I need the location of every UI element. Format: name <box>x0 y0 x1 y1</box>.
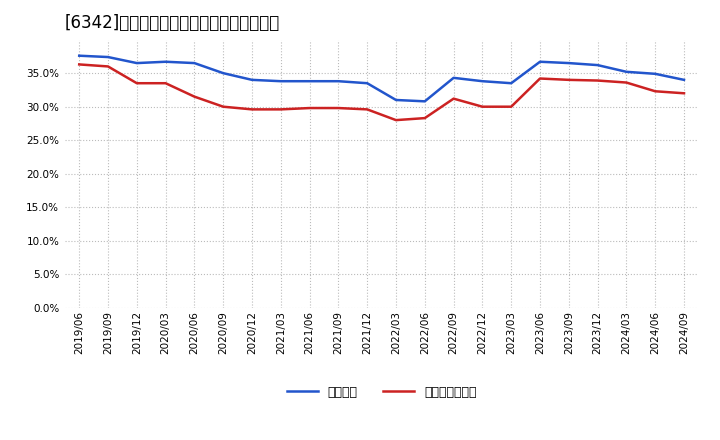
固定比率 <box>75 53 84 59</box>
固定比率 <box>219 70 228 76</box>
固定長期適合率 <box>420 115 429 121</box>
Line: 固定比率: 固定比率 <box>79 56 684 101</box>
Line: 固定長期適合率: 固定長期適合率 <box>79 64 684 120</box>
固定比率 <box>190 60 199 66</box>
固定比率 <box>651 71 660 77</box>
固定長期適合率 <box>622 80 631 85</box>
固定長期適合率 <box>651 88 660 94</box>
固定長期適合率 <box>75 62 84 67</box>
固定長期適合率 <box>507 104 516 109</box>
固定長期適合率 <box>104 64 112 69</box>
固定比率 <box>449 75 458 81</box>
固定長期適合率 <box>190 94 199 99</box>
固定長期適合率 <box>248 107 256 112</box>
固定長期適合率 <box>392 117 400 123</box>
固定比率 <box>392 97 400 103</box>
固定比率 <box>420 99 429 104</box>
固定比率 <box>161 59 170 64</box>
固定比率 <box>507 81 516 86</box>
固定比率 <box>104 55 112 60</box>
固定長期適合率 <box>449 96 458 101</box>
固定比率 <box>276 79 285 84</box>
固定長期適合率 <box>276 107 285 112</box>
固定長期適合率 <box>680 91 688 96</box>
Legend: 固定比率, 固定長期適合率: 固定比率, 固定長期適合率 <box>282 381 482 404</box>
固定比率 <box>248 77 256 82</box>
固定比率 <box>478 79 487 84</box>
固定比率 <box>363 81 372 86</box>
固定比率 <box>132 60 141 66</box>
固定長期適合率 <box>536 76 544 81</box>
固定長期適合率 <box>334 106 343 111</box>
固定長期適合率 <box>564 77 573 82</box>
固定長期適合率 <box>363 107 372 112</box>
固定長期適合率 <box>478 104 487 109</box>
固定比率 <box>564 60 573 66</box>
固定比率 <box>593 62 602 68</box>
固定長期適合率 <box>219 104 228 109</box>
固定比率 <box>622 69 631 74</box>
固定比率 <box>334 79 343 84</box>
固定長期適合率 <box>305 106 314 111</box>
固定長期適合率 <box>132 81 141 86</box>
固定長期適合率 <box>161 81 170 86</box>
固定長期適合率 <box>593 78 602 83</box>
固定比率 <box>680 77 688 82</box>
固定比率 <box>536 59 544 64</box>
固定比率 <box>305 79 314 84</box>
Text: [6342]　固定比率、固定長期適合率の推移: [6342] 固定比率、固定長期適合率の推移 <box>65 15 280 33</box>
